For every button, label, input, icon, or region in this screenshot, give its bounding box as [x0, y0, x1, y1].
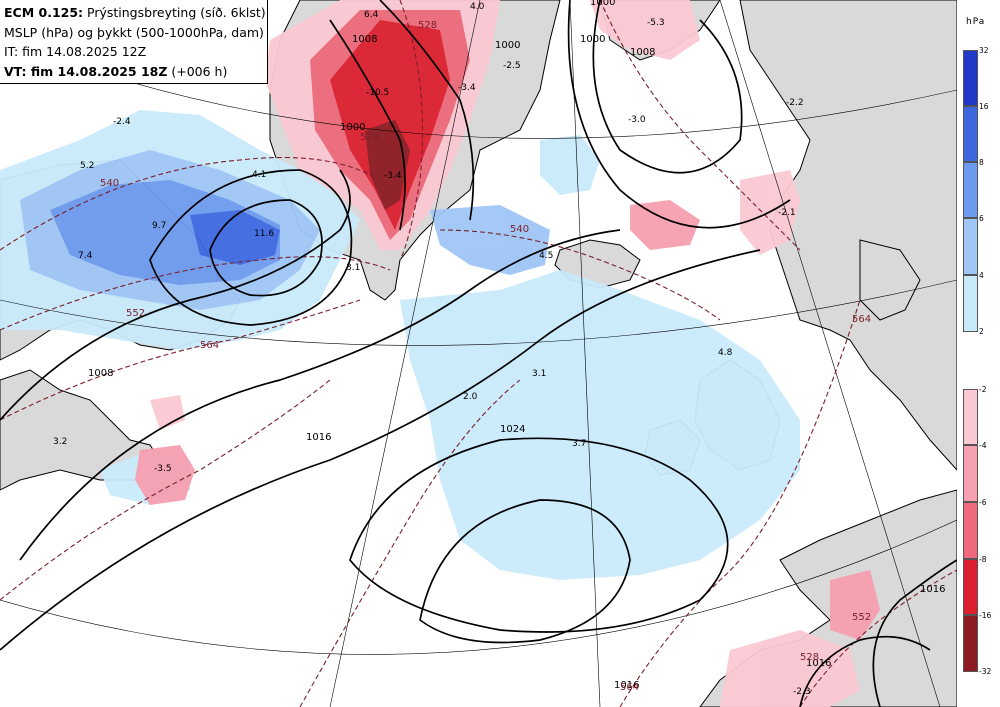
value-label: -2.1	[778, 208, 796, 218]
header-title: ECM 0.125: Prýstingsbreyting (síð. 6klst…	[4, 3, 267, 23]
norway-coast-land	[859, 239, 921, 321]
value-label: 11.6	[254, 229, 274, 239]
value-label: 3.2	[53, 437, 67, 447]
valid-time: VT: fim 14.08.2025 18Z (+006 h)	[4, 62, 267, 82]
value-label: 3.7	[572, 439, 586, 449]
legend-swatch	[963, 218, 978, 275]
legend-swatch	[963, 445, 978, 502]
valid-time-label: VT: fim 14.08.2025 18Z	[4, 63, 168, 79]
thickness-label: 528	[800, 652, 819, 663]
isobar-label: 1016	[806, 658, 831, 669]
thickness-label: 540	[510, 224, 529, 235]
isobar-label: 1016	[920, 584, 945, 595]
forecast-hour: (+006 h)	[167, 63, 228, 79]
legend-swatch	[963, 615, 978, 672]
scandinavia-land	[739, 0, 957, 471]
color-legend: hPa 32 16 8 6 4 2 -2 -4 -6 -8 -16 -32	[957, 0, 1000, 707]
legend-unit: hPa	[966, 17, 986, 27]
legend-tick: 4	[979, 271, 984, 280]
legend-swatch	[963, 106, 978, 162]
isobar-label: 1008	[352, 34, 377, 45]
title-text: Prýstingsbreyting (síð. 6klst)	[83, 5, 266, 20]
isobar-label: 1000	[495, 40, 520, 51]
thickness-label: 552	[852, 612, 871, 623]
thickness-label: 528	[360, 132, 379, 143]
value-label: 2.0	[463, 392, 478, 402]
value-label: -3.4	[384, 171, 402, 181]
legend-tick: -6	[979, 498, 987, 507]
isobar-label: 1000	[340, 122, 365, 133]
legend-tick: 8	[979, 158, 984, 167]
value-label: 4.8	[718, 348, 733, 358]
isobar-label: 1000	[580, 34, 605, 45]
thickness-contours	[0, 0, 957, 707]
pressure-change-values: 6.4 4.0 -5.3 -3.4 -2.5 -10.5 -2.4 -3.4 -…	[53, 2, 811, 697]
map-canvas: 1008 1000 1024 1016 1008 1000 1008 1000 …	[0, 0, 957, 707]
legend-swatch	[963, 389, 978, 445]
value-label: 3.1	[346, 263, 360, 273]
legend-tick: -32	[979, 667, 992, 676]
thickness-labels: 540 552 564 528 540 528 564 564 552 528	[100, 20, 871, 693]
legend-tick: 2	[979, 327, 984, 336]
isobar-label: 1016	[614, 680, 639, 691]
legend-tick: -2	[979, 385, 987, 394]
value-label: -2.5	[503, 61, 521, 71]
thickness-label: 552	[126, 308, 145, 319]
legend-tick: 6	[979, 214, 984, 223]
isobar-label: 1016	[306, 432, 331, 443]
value-label: 9.7	[152, 221, 166, 231]
legend-swatch	[963, 162, 978, 218]
value-label: 6.4	[364, 10, 379, 20]
isobar-label: 1008	[630, 47, 655, 58]
value-label: -3.5	[154, 464, 172, 474]
isobar-label: 1024	[500, 424, 525, 435]
value-label: -3.4	[458, 83, 476, 93]
thickness-label: 528	[418, 20, 437, 31]
value-label: -3.0	[628, 115, 646, 125]
initial-time: IT: fim 14.08.2025 12Z	[4, 44, 147, 59]
legend-swatch	[963, 502, 978, 559]
value-label: -5.3	[647, 18, 665, 28]
pressure-fall-shading	[0, 110, 800, 580]
value-label: 7.4	[78, 251, 93, 261]
value-label: -2.4	[113, 117, 131, 127]
legend-swatch	[963, 275, 978, 332]
legend-tick: 16	[979, 102, 989, 111]
map-header: ECM 0.125: Prýstingsbreyting (síð. 6klst…	[0, 0, 268, 84]
isobar-labels: 1008 1000 1024 1016 1008 1000 1008 1000 …	[88, 0, 945, 691]
value-label: 4.0	[470, 2, 485, 12]
thickness-label: 564	[852, 314, 871, 325]
map-area: 1008 1000 1024 1016 1008 1000 1008 1000 …	[0, 0, 957, 707]
isobars	[0, 0, 957, 707]
legend-tick: -16	[979, 611, 992, 620]
value-label: 4.5	[539, 251, 553, 261]
thickness-label: 564	[200, 340, 219, 351]
model-name: ECM 0.125:	[4, 5, 84, 20]
value-label: -2.3	[793, 687, 811, 697]
legend-tick: -4	[979, 441, 987, 450]
value-label: 4.1	[252, 170, 266, 180]
thickness-label: 540	[100, 178, 119, 189]
value-label: 5.2	[80, 161, 94, 171]
legend-swatch	[963, 50, 978, 106]
isobar-label: 1008	[88, 368, 113, 379]
isobar-label: 1000	[590, 0, 615, 8]
graticule	[0, 0, 957, 707]
legend-tick: -8	[979, 555, 987, 564]
value-label: 3.1	[532, 369, 546, 379]
thickness-label: 564	[620, 682, 639, 693]
legend-swatch	[963, 559, 978, 615]
value-label: -2.2	[786, 98, 804, 108]
legend-tick: 32	[979, 46, 989, 55]
pressure-rise-shading	[135, 0, 880, 707]
header-subtitle: MSLP (hPa) og þykkt (500-1000hPa, dam)	[4, 24, 264, 40]
value-label: -10.5	[366, 88, 389, 98]
